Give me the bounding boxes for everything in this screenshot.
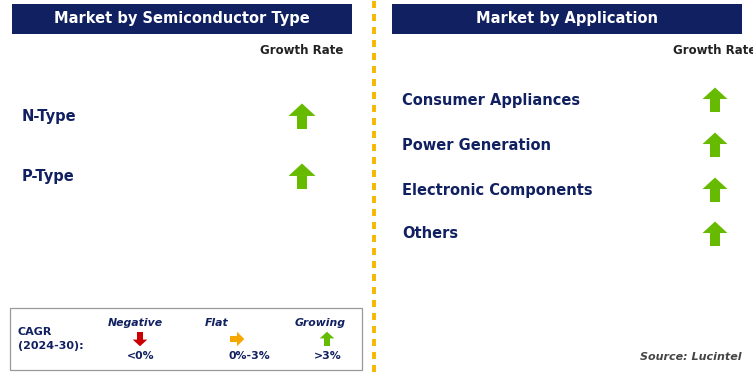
Text: Market by Semiconductor Type: Market by Semiconductor Type bbox=[54, 11, 310, 26]
Text: Flat: Flat bbox=[205, 318, 229, 328]
Polygon shape bbox=[710, 144, 720, 157]
Text: Growth Rate: Growth Rate bbox=[261, 44, 343, 57]
Text: CAGR
(2024-30):: CAGR (2024-30): bbox=[18, 327, 84, 351]
Text: Negative: Negative bbox=[108, 318, 163, 328]
Text: >3%: >3% bbox=[314, 351, 342, 361]
Text: Market by Application: Market by Application bbox=[476, 11, 658, 26]
Polygon shape bbox=[288, 163, 316, 176]
Text: P-Type: P-Type bbox=[22, 170, 75, 185]
Polygon shape bbox=[710, 189, 720, 202]
Polygon shape bbox=[137, 332, 143, 340]
Text: 0%-3%: 0%-3% bbox=[228, 351, 270, 361]
Polygon shape bbox=[133, 340, 148, 346]
Polygon shape bbox=[710, 233, 720, 246]
Text: Consumer Appliances: Consumer Appliances bbox=[402, 92, 580, 107]
Text: Power Generation: Power Generation bbox=[402, 138, 551, 152]
Polygon shape bbox=[703, 133, 727, 144]
Polygon shape bbox=[230, 336, 237, 342]
Text: Electronic Components: Electronic Components bbox=[402, 183, 593, 197]
Text: Source: Lucintel: Source: Lucintel bbox=[640, 352, 742, 362]
Polygon shape bbox=[703, 178, 727, 189]
FancyBboxPatch shape bbox=[10, 308, 362, 370]
Text: <0%: <0% bbox=[127, 351, 155, 361]
Polygon shape bbox=[237, 332, 244, 346]
FancyBboxPatch shape bbox=[392, 4, 742, 34]
Text: N-Type: N-Type bbox=[22, 110, 77, 125]
Polygon shape bbox=[320, 332, 334, 338]
Text: Growth Rate: Growth Rate bbox=[673, 44, 753, 57]
Text: Others: Others bbox=[402, 227, 458, 241]
Polygon shape bbox=[710, 99, 720, 112]
Polygon shape bbox=[288, 104, 316, 116]
Polygon shape bbox=[703, 222, 727, 233]
Polygon shape bbox=[297, 116, 307, 129]
FancyBboxPatch shape bbox=[12, 4, 352, 34]
Text: Growing: Growing bbox=[295, 318, 346, 328]
Polygon shape bbox=[297, 176, 307, 189]
Polygon shape bbox=[325, 338, 330, 346]
Polygon shape bbox=[703, 87, 727, 99]
